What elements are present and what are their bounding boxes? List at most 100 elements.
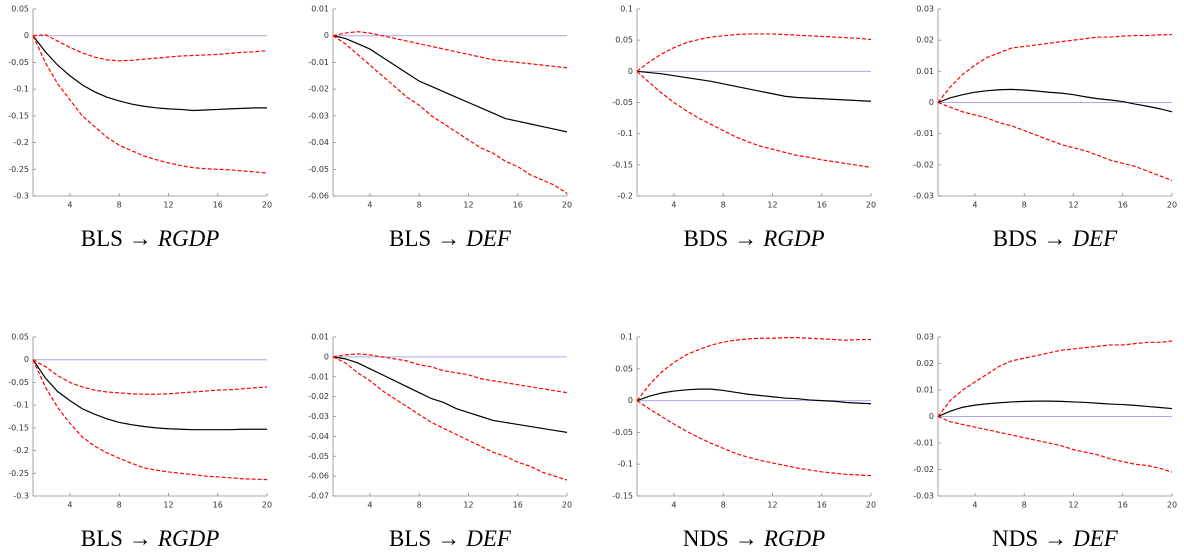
series-line [332,356,568,481]
x-tick-label: 16 [213,201,223,210]
series-line [636,70,872,102]
series-line [332,35,568,194]
series-line [636,33,872,72]
x-tick-label: 4 [671,501,676,510]
panel: -0.3 -0.25 -0.2 -0.15 -0.1 -0.05 0 0.05 4 8 12 16 20… [8,333,272,552]
y-tick-label: 0.01 [311,5,329,14]
x-tick-label: 8 [417,501,422,510]
x-tick-label: 20 [262,501,272,510]
series-line [636,337,871,401]
y-tick-label: -0.03 [913,492,934,501]
y-tick-label: -0.05 [8,378,29,387]
y-tick-label: 0.05 [11,5,29,14]
y-tick-label: 0.05 [615,364,633,373]
panel-title: BLS → RGDP [81,226,220,251]
y-tick-label: 0.01 [916,386,934,395]
y-tick-label: -0.2 [617,192,633,201]
x-tick-label: 8 [117,501,122,510]
title-arrow: → [129,526,152,551]
y-tick-label: -0.01 [308,372,329,381]
title-shock: BDS [683,226,728,251]
x-tick-label: 12 [1068,201,1078,210]
x-tick-label: 8 [721,501,726,510]
y-tick-label: 0.1 [620,333,633,342]
series-line [937,340,1173,417]
x-tick-label: 12 [463,201,473,210]
series-line [937,400,1173,418]
x-tick-label: 12 [767,501,777,510]
y-tick-label: -0.05 [612,428,633,437]
y-tick-label: 0 [324,352,329,361]
title-response: RGDP [762,226,824,251]
panel: -0.15 -0.1 -0.05 0 0.05 0.1 4 8 12 16 20 NDS → RGDP [612,333,876,552]
series-line [332,31,568,69]
y-tick-label: 0 [324,31,329,40]
x-tick-label: 20 [1167,501,1177,510]
y-tick-label: 0 [628,67,633,76]
x-tick-label: 16 [817,201,827,210]
x-tick-label: 4 [367,201,372,210]
x-tick-label: 4 [671,201,676,210]
panel: -0.07 -0.06 -0.05 -0.04 -0.03 -0.02 -0.01 0 0.01… [308,333,572,552]
panel: -0.2 -0.15 -0.1 -0.05 0 0.05 0.1 4 8 12 16 20 BDS → RG… [612,5,876,252]
title-response: RGDP [763,526,825,551]
y-tick-label: 0 [929,412,934,421]
y-tick-label: -0.07 [308,492,329,501]
y-tick-label: -0.25 [8,469,29,478]
x-tick-label: 12 [1068,501,1078,510]
series-line [636,70,872,168]
y-tick-label: -0.15 [8,111,29,120]
y-tick-label: -0.02 [913,160,934,169]
y-tick-label: 0.03 [916,333,934,342]
series-line [937,415,1173,473]
y-tick-label: -0.01 [913,439,934,448]
x-tick-label: 8 [117,201,122,210]
y-tick-label: -0.06 [308,472,329,481]
panel-title: NDS → RGDP [683,526,825,551]
y-tick-label: -0.2 [13,446,29,455]
panel-title: BDS → RGDP [683,226,824,251]
x-tick-label: 4 [67,201,72,210]
title-arrow: → [437,226,460,251]
x-tick-label: 12 [767,201,777,210]
x-tick-label: 8 [721,201,726,210]
y-tick-label: -0.1 [617,129,633,138]
x-tick-label: 20 [1167,201,1177,210]
x-tick-label: 12 [163,201,173,210]
x-tick-label: 12 [163,501,173,510]
x-tick-label: 4 [367,501,372,510]
title-shock: NDS [683,526,729,551]
series-line [332,35,568,133]
title-response: DEF [1072,226,1119,251]
x-tick-label: 16 [1118,201,1128,210]
y-tick-label: 0.03 [916,5,934,14]
y-tick-label: -0.1 [13,401,29,410]
y-tick-label: 0.02 [916,359,934,368]
y-tick-label: -0.2 [13,138,29,147]
series-line [636,388,872,405]
y-tick-label: -0.05 [612,98,633,107]
title-arrow: → [129,226,152,251]
x-tick-label: 12 [463,501,473,510]
y-tick-label: -0.05 [308,452,329,461]
panel: -0.3 -0.25 -0.2 -0.15 -0.1 -0.05 0 0.05 4 8 12 16 20… [8,5,272,252]
title-response: RGDP [157,226,219,251]
x-tick-label: 16 [1118,501,1128,510]
y-tick-label: 0 [24,31,29,40]
series-line [32,359,268,395]
series-line [32,359,267,431]
y-tick-label: -0.04 [308,138,329,147]
y-tick-label: 0.1 [620,5,633,14]
y-tick-label: 0 [24,355,29,364]
y-tick-label: -0.25 [8,165,29,174]
y-tick-label: -0.03 [913,192,934,201]
panel-title: BLS → DEF [389,526,512,551]
x-tick-label: 20 [866,501,876,510]
x-tick-label: 20 [562,201,572,210]
title-shock: BDS [993,226,1038,251]
y-tick-label: -0.15 [612,492,633,501]
title-shock: BLS [389,526,431,551]
y-tick-label: -0.1 [617,460,633,469]
title-shock: NDS [992,526,1038,551]
